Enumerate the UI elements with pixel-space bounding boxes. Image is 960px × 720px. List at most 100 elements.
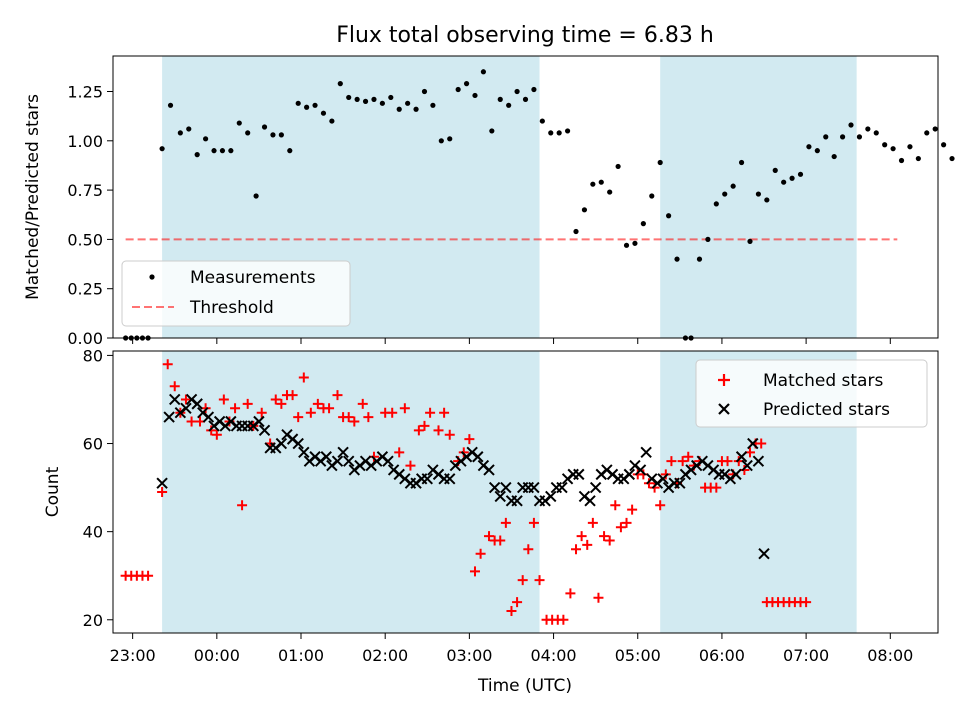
matched-star-point [433, 425, 444, 436]
predicted-star-point [511, 495, 523, 507]
x-tick-label: 08:00 [867, 646, 913, 665]
measurement-point [649, 193, 655, 199]
matched-star-point [643, 478, 654, 489]
legend-measurements-label: Measurements [190, 268, 316, 288]
measurement-point [489, 128, 495, 134]
measurement-point [941, 142, 947, 148]
measurement-point [253, 193, 259, 199]
bottom-x-axis-label: Time (UTC) [477, 676, 572, 696]
matched-star-point [230, 403, 241, 414]
measurement-point [270, 132, 276, 138]
measurement-point [556, 130, 562, 136]
bottom-panel: 20 40 60 80 23:00 00:00 01:00 02:00 03:00 04:00 0… [43, 346, 939, 696]
legend-predicted-label: Predicted stars [763, 400, 890, 420]
measurement-point [203, 136, 209, 142]
legend-threshold-label: Threshold [189, 298, 274, 318]
predicted-star-point [584, 495, 596, 507]
measurement-point [371, 96, 377, 102]
predicted-star-point [573, 468, 585, 481]
measurement-point [236, 120, 242, 126]
matched-star-point [218, 394, 229, 405]
measurement-point [890, 146, 896, 152]
predicted-star-point [337, 446, 349, 459]
matched-star-point [711, 482, 722, 493]
measurement-point [287, 148, 293, 154]
measurement-point [506, 102, 512, 108]
measurement-point [666, 213, 672, 219]
predicted-star-point [528, 481, 540, 494]
predicted-star-point [556, 481, 568, 494]
measurement-point [831, 153, 837, 160]
measurement-point [522, 96, 529, 102]
measurement-point [713, 201, 719, 207]
measurement-point [915, 155, 921, 162]
matched-star-point [162, 359, 173, 370]
measurement-point [167, 102, 174, 108]
predicted-star-point [472, 451, 484, 463]
measurement-point [194, 152, 200, 158]
measurement-point [497, 96, 503, 102]
x-tick-label: 03:00 [446, 646, 492, 665]
measurement-point [211, 148, 217, 154]
x-tick-label: 04:00 [531, 646, 577, 665]
matched-star-point [169, 381, 180, 392]
measurement-point [747, 238, 753, 244]
matched-star-point [439, 407, 450, 418]
bottom-y-axis-label: Count [43, 466, 63, 517]
measurement-point [823, 134, 829, 140]
predicted-star-point [758, 547, 770, 560]
measurement-point [430, 102, 436, 108]
y-tick-label: 1.25 [67, 82, 103, 101]
predicted-star-point [488, 481, 501, 494]
bottom-y-axis: 20 40 60 80 [83, 346, 113, 630]
predicted-star-point [258, 424, 271, 437]
matched-star-point [332, 390, 343, 401]
predicted-star-point [382, 455, 394, 467]
measurement-point [856, 134, 863, 140]
matched-star-point [425, 407, 436, 418]
measurement-point [598, 179, 604, 185]
measurement-point [722, 191, 728, 197]
matched-star-point [683, 451, 694, 462]
matched-star-point [242, 398, 253, 409]
matched-star-point [186, 416, 197, 427]
matched-star-point [655, 500, 666, 511]
matched-star-point [237, 500, 248, 511]
matched-star-point [419, 420, 430, 431]
matched-star-point [157, 487, 168, 497]
measurement-point [480, 69, 487, 75]
predicted-star-point [623, 468, 636, 481]
matched-star-point [610, 500, 621, 511]
matched-star-point [484, 531, 495, 542]
matched-star-point [534, 575, 545, 586]
predicted-star-point [634, 464, 647, 476]
x-tick-label: 01:00 [278, 646, 324, 665]
matched-star-point [649, 482, 660, 493]
matched-star-point [276, 398, 287, 409]
measurement-point [674, 256, 680, 262]
measurement-point [632, 240, 638, 246]
predicted-star-point [500, 481, 512, 494]
y-tick-label: 60 [83, 435, 103, 454]
matched-star-point [666, 456, 677, 467]
measurement-point [949, 155, 955, 162]
top-y-axis: 0.00 0.25 0.50 0.75 1.00 1.25 [67, 82, 113, 348]
measurement-point [346, 94, 352, 101]
measurement-point [797, 171, 804, 177]
matched-star-point [587, 517, 598, 528]
matched-star-point [206, 425, 217, 436]
measurement-point [806, 144, 812, 150]
predicted-star-point [545, 490, 557, 503]
matched-star-point [413, 425, 424, 436]
predicted-star-point [202, 411, 215, 423]
measurement-point [865, 126, 871, 132]
measurement-point [388, 94, 394, 101]
x-tick-label: 00:00 [194, 646, 240, 665]
predicted-star-point [640, 446, 652, 459]
matched-star-point [571, 544, 582, 555]
matched-star-point [312, 398, 323, 409]
matched-star-point [324, 403, 335, 414]
matched-star-point [298, 372, 309, 383]
measurement-point [548, 130, 554, 136]
